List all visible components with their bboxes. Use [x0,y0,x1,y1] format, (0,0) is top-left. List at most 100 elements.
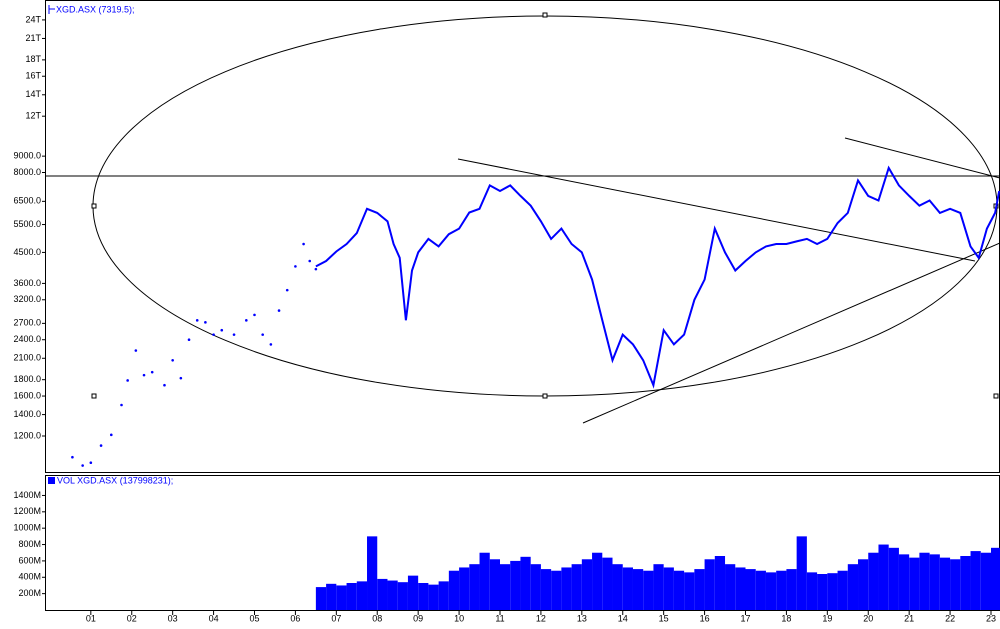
volume-bar [448,570,460,610]
volume-bar [888,547,899,610]
volume-bar [663,567,674,610]
volume-bar [878,544,889,610]
y-tick-label: 21T [25,33,41,43]
volume-bar [592,552,603,610]
y-tick-label: 2100.0 [13,353,41,363]
volume-bar [827,573,838,610]
y-tick-label: 1600.0 [13,390,41,400]
price-dot [294,265,297,268]
x-tick-label: 11 [495,613,504,623]
y-tick-label: 16T [25,71,41,81]
x-tick-label: 02 [127,613,137,623]
volume-bar [817,574,828,610]
price-dot [179,376,183,380]
x-tick-label: 09 [413,613,423,623]
price-dot [120,403,123,407]
volume-bar [950,559,961,610]
volume-bar [980,552,991,610]
trend-line [582,242,1000,424]
y-tick-label: 1200M [13,506,41,516]
y-tick-label: 3200.0 [13,294,41,304]
trend-line [457,158,976,262]
handle [91,203,97,209]
volume-bar [561,567,572,610]
legend-marker [48,477,55,484]
price-dot [81,464,84,467]
price-dot [142,373,146,377]
handle [542,393,548,399]
volume-bar [581,559,593,610]
price-dot [163,383,166,387]
handle [91,393,97,399]
y-tick-label: 2400.0 [13,334,41,344]
x-tick-label: 17 [740,613,750,623]
volume-bar [326,583,337,610]
x-tick-label: 21 [904,613,914,623]
volume-bar [735,567,746,610]
volume-bar [540,569,552,610]
volume-bar [847,564,859,610]
price-dot [109,433,113,437]
price-dot [261,333,264,336]
y-tick-label: 800M [18,539,41,549]
volume-bar [673,570,685,610]
volume-bar [898,554,910,610]
volume-bar [387,580,398,610]
handle [542,12,548,18]
x-tick-label: 13 [577,613,587,623]
y-tick-label: 1400.0 [13,409,41,419]
volume-bar [438,581,449,610]
volume-bar [510,560,521,610]
volume-bar [909,557,920,610]
volume-bar [806,572,818,610]
y-tick-label: 3600.0 [13,278,41,288]
price-dot [195,319,199,322]
volume-bar [459,567,470,610]
price-dot [220,328,224,332]
volume-bar [356,581,368,610]
x-tick-label: 16 [700,613,710,623]
volume-bar [632,569,644,610]
volume-bar [684,572,695,610]
price-dot [212,333,215,336]
volume-bar [960,556,971,610]
price-dot [99,444,103,447]
volume-bar [919,552,930,610]
price-dot [150,370,154,374]
y-tick-label: 18T [25,54,41,64]
volume-bar [571,564,582,610]
volume-bar [367,536,378,610]
x-tick-label: 03 [168,613,178,623]
volume-bar [551,570,562,610]
x-tick-label: 23 [986,613,996,623]
x-tick-label: 05 [249,613,259,623]
price-dot [204,321,207,324]
x-tick-label: 10 [454,613,464,623]
price-dot [126,379,129,382]
price-dot [71,455,74,459]
y-tick-label: 24T [25,14,41,24]
volume-bar [786,569,797,610]
y-tick-label: 8000.0 [13,167,41,177]
x-tick-label: 18 [781,613,791,623]
volume-bar [990,547,1000,610]
y-tick-label: 200M [18,588,41,598]
volume-bar [929,554,940,610]
volume-bar [653,564,664,610]
y-tick-label: 6500.0 [13,196,41,206]
price-dot [308,259,312,263]
y-tick-label: 400M [18,572,41,582]
volume-bar [499,564,511,610]
volume-bar [479,552,490,610]
volume-bar [714,556,726,610]
price-dot [232,333,236,336]
volume-bar [970,551,981,610]
volume-bar [939,557,951,610]
volume-bar [418,583,429,610]
volume-bar [755,570,766,610]
volume-bar [622,567,633,610]
volume-bar [530,564,541,610]
trend-line [844,137,1000,179]
